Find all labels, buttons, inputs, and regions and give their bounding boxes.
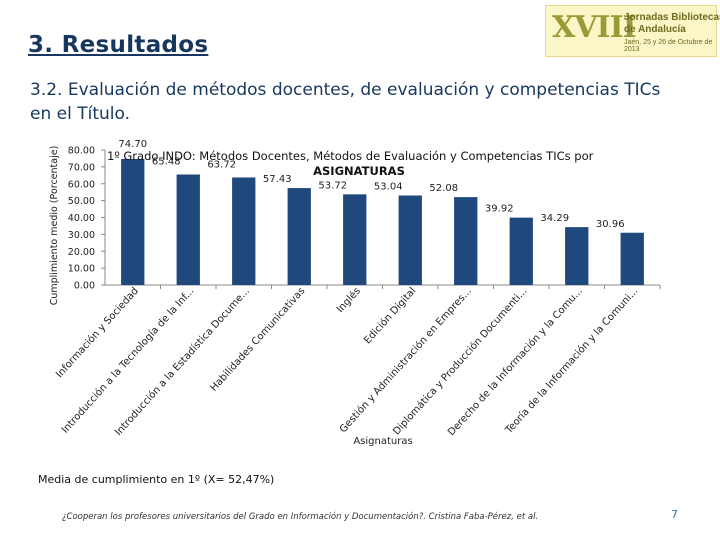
y-tick-label: 50.00 bbox=[68, 196, 95, 207]
bar bbox=[565, 227, 589, 285]
data-label: 63.72 bbox=[207, 159, 236, 170]
bar bbox=[454, 197, 478, 285]
y-tick-label: 30.00 bbox=[68, 230, 95, 241]
bar-chart: 80.00 70.00 60.00 50.00 40.00 30.00 20.00 10.00… bbox=[49, 139, 661, 447]
bar bbox=[121, 158, 145, 285]
data-label: 52.08 bbox=[429, 183, 458, 194]
bar bbox=[343, 194, 367, 285]
logo-name: Jornadas Bibliotecarias de Andalucía bbox=[624, 12, 720, 35]
data-label: 53.72 bbox=[318, 180, 347, 191]
footer-citation: ¿Cooperan los profesores universitarios … bbox=[62, 512, 539, 522]
subheading: 3.2. Evaluación de métodos docentes, de … bbox=[30, 80, 661, 124]
data-label: 53.04 bbox=[374, 181, 403, 192]
data-label: 74.70 bbox=[118, 139, 147, 150]
y-tick-label: 80.00 bbox=[68, 146, 95, 157]
logo-numeral: XVIII bbox=[552, 10, 637, 45]
y-tick-label: 40.00 bbox=[68, 213, 95, 224]
data-label: 30.96 bbox=[596, 219, 625, 230]
chart-title-line-2: ASIGNATURAS bbox=[313, 164, 405, 178]
y-axis-title: Cumplimiento medio (Porcentaje) bbox=[49, 146, 60, 306]
y-tick-label: 70.00 bbox=[68, 162, 95, 173]
bar bbox=[620, 232, 644, 285]
data-label: 57.43 bbox=[263, 174, 292, 185]
data-label: 65.48 bbox=[152, 157, 181, 168]
y-tick-label: 60.00 bbox=[68, 179, 95, 190]
data-label: 39.92 bbox=[485, 204, 514, 215]
logo-date: Jaén, 25 y 26 de Octubre de 2013 bbox=[624, 39, 713, 53]
page-number: 7 bbox=[671, 508, 678, 521]
bar bbox=[398, 195, 422, 285]
section-heading: 3. Resultados bbox=[28, 32, 209, 58]
bar bbox=[509, 217, 533, 285]
conference-logo: XVIII Jornadas Bibliotecarias de Andaluc… bbox=[545, 5, 720, 57]
y-tick-label: 20.00 bbox=[68, 247, 95, 258]
x-tick-label: Inglés bbox=[334, 285, 363, 315]
chart-title-line-1: 1º Grado INDO: Métodos Docentes, Métodos… bbox=[107, 149, 594, 163]
y-tick-label: 0.00 bbox=[74, 281, 95, 292]
bar bbox=[287, 188, 311, 285]
y-tick-label: 10.00 bbox=[68, 264, 95, 275]
bar bbox=[232, 177, 256, 285]
x-axis-title: Asignaturas bbox=[353, 436, 412, 447]
x-tick-label: Habilidades Comunicativas bbox=[209, 286, 308, 394]
data-label: 34.29 bbox=[540, 213, 569, 224]
bar bbox=[176, 174, 200, 285]
mean-note: Media de cumplimiento en 1º (X= 52,47%) bbox=[38, 473, 275, 486]
x-tick-label: Edición Digital bbox=[362, 285, 419, 346]
